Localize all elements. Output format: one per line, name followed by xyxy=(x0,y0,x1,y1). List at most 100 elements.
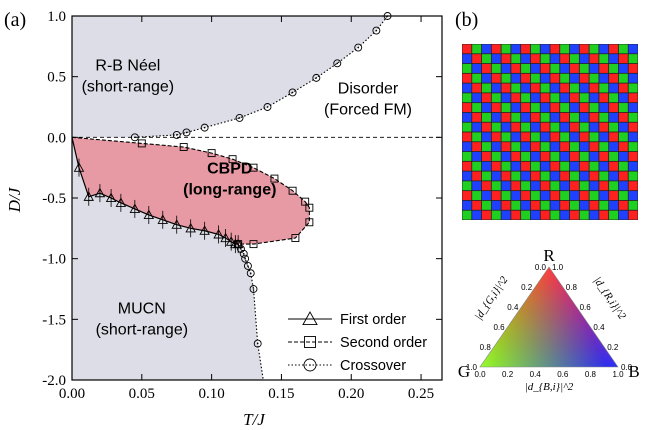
checker-cell xyxy=(530,73,540,83)
checker-cell xyxy=(599,54,609,64)
checker-cell xyxy=(599,210,609,220)
checker-cell xyxy=(618,181,628,191)
checker-cell xyxy=(579,200,589,210)
checker-cell xyxy=(550,161,560,171)
right-tick-label: 0.6 xyxy=(580,303,592,312)
checker-cell xyxy=(609,122,619,132)
checker-cell xyxy=(540,151,550,161)
checker-cell xyxy=(481,191,491,201)
crossover-point xyxy=(182,128,191,137)
checker-cell xyxy=(501,103,511,113)
checker-cell xyxy=(599,83,609,93)
checker-cell xyxy=(569,200,579,210)
y-tick-label: -1.0 xyxy=(42,252,66,268)
checker-cell xyxy=(560,93,570,103)
crossover-point xyxy=(243,261,252,270)
checker-cell xyxy=(569,83,579,93)
checker-cell xyxy=(579,142,589,152)
second-order-point xyxy=(305,218,314,227)
checker-cell xyxy=(628,132,638,142)
second-order-point xyxy=(228,155,237,164)
crossover-point xyxy=(263,103,272,111)
checker-cell xyxy=(569,93,579,103)
panel-a-label: (a) xyxy=(4,9,26,31)
legend-label: First order xyxy=(340,312,406,328)
checker-cell xyxy=(628,63,638,73)
y-axis-label: D/J xyxy=(5,186,24,213)
checker-cell xyxy=(540,83,550,93)
x-axis-label: T/J xyxy=(243,410,266,429)
checker-cell xyxy=(589,122,599,132)
checker-cell xyxy=(569,210,579,220)
first-order-point xyxy=(225,236,237,246)
checker-cell xyxy=(462,161,472,171)
checker-cell xyxy=(472,171,482,181)
checker-cell xyxy=(501,83,511,93)
second-order-point xyxy=(270,174,279,183)
checker-cell xyxy=(579,161,589,171)
checker-cell xyxy=(560,122,570,132)
checker-cell xyxy=(550,54,560,64)
checker-cell xyxy=(511,103,521,113)
checker-cell xyxy=(540,142,550,152)
checker-cell xyxy=(481,161,491,171)
checker-cell xyxy=(472,103,482,113)
checker-cell xyxy=(462,83,472,93)
crossover-point-dot xyxy=(185,131,188,134)
checker-cell xyxy=(609,181,619,191)
checker-cell xyxy=(579,210,589,220)
checker-cell xyxy=(521,210,531,220)
region-label: MUCN xyxy=(118,300,166,317)
checker-cell xyxy=(550,132,560,142)
checker-cell xyxy=(579,171,589,181)
checker-cell xyxy=(609,200,619,210)
checker-cell xyxy=(521,63,531,73)
crossover-point-dot xyxy=(247,265,249,267)
region-mucn xyxy=(72,137,264,380)
checker-cell xyxy=(491,54,501,64)
checker-cell xyxy=(540,181,550,191)
checker-cell xyxy=(550,63,560,73)
checker-cell xyxy=(521,83,531,93)
checker-cell xyxy=(530,161,540,171)
checker-cell xyxy=(462,191,472,201)
checker-cell xyxy=(521,181,531,191)
crossover-point xyxy=(235,113,244,122)
checker-cell xyxy=(540,161,550,171)
checker-cell xyxy=(569,44,579,54)
checker-cell xyxy=(550,181,560,191)
crossover-point-dot xyxy=(175,134,178,136)
crossover-point xyxy=(312,73,321,82)
checker-cell xyxy=(540,63,550,73)
checker-cell xyxy=(609,103,619,113)
checker-cell xyxy=(521,200,531,210)
checker-cell xyxy=(481,83,491,93)
checker-cell xyxy=(491,112,501,122)
checker-cell xyxy=(462,171,472,181)
crossover-point-dot xyxy=(375,29,378,32)
checker-cell xyxy=(491,200,501,210)
crossover-point xyxy=(246,269,255,278)
checker-cell xyxy=(491,73,501,83)
checker-cell xyxy=(589,191,599,201)
checker-cell xyxy=(540,210,550,220)
checker-cell xyxy=(462,200,472,210)
checker-cell xyxy=(589,73,599,83)
checker-cell xyxy=(560,112,570,122)
second-order-point xyxy=(291,234,300,242)
region-sublabel: (Forced FM) xyxy=(324,102,412,119)
checker-cell xyxy=(521,93,531,103)
checker-cell xyxy=(589,112,599,122)
checker-cell xyxy=(618,191,628,201)
crossover-point-dot xyxy=(249,272,252,275)
second-order-point xyxy=(249,240,258,249)
checker-cell xyxy=(521,161,531,171)
checker-cell xyxy=(560,200,570,210)
checker-cell xyxy=(618,151,628,161)
checker-cell xyxy=(501,93,511,103)
checker-cell xyxy=(609,151,619,161)
checker-cell xyxy=(609,142,619,152)
checker-cell xyxy=(540,122,550,132)
x-tick-label: 0.15 xyxy=(268,386,294,402)
